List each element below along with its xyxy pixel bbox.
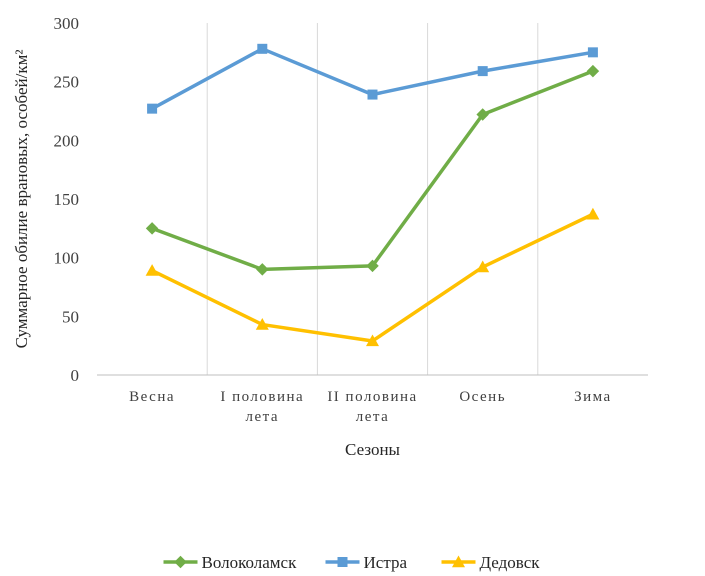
data-point [586,207,600,220]
legend-item: Волоколамск [163,553,298,572]
legend-item: Истра [325,553,408,572]
y-tick-label: 150 [54,190,80,209]
data-point [476,108,489,121]
series-group [145,43,600,347]
data-point [476,260,490,273]
data-point [147,103,158,114]
data-point [256,263,269,276]
data-point [337,557,348,567]
legend-item: Дедовск [441,553,541,572]
data-point [366,259,379,273]
series-triangle [145,207,600,347]
series-line [151,212,594,343]
x-tick-label: Зима [574,389,612,405]
data-point [255,318,269,330]
y-tick-label: 200 [54,131,80,150]
y-tick-label: 50 [62,307,79,326]
x-axis-title: Сезоны [345,440,401,459]
series-square [147,43,598,114]
x-axis-ticks: Весна I половина лета II половина лета Осень З… [129,389,612,425]
x-tick-label: I половина лета [220,389,304,425]
data-point [145,222,159,235]
data-point [366,334,379,347]
data-point [587,47,598,58]
x-tick-label: Весна [129,389,175,405]
legend-label: Волоколамск [202,553,298,572]
x-tick-label: Осень [459,389,506,405]
y-axis-ticks: 0 50 100 150 200 250 300 [54,14,80,385]
data-point [257,43,268,54]
data-point [586,64,600,78]
y-tick-label: 300 [54,14,80,33]
data-point [174,555,187,569]
x-tick-label: II половина лета [327,389,417,425]
series-line [151,47,594,111]
series-line [151,69,594,272]
y-axis-title: Суммарное обилие врановых, особей/км² [12,50,31,349]
legend: Волоколамск Истра Дедовск [163,553,541,572]
data-point [477,66,488,77]
y-tick-label: 0 [71,366,80,385]
legend-label: Истра [364,553,408,572]
data-point [367,89,378,100]
data-point [452,555,465,568]
data-point [145,264,159,276]
y-tick-label: 250 [54,73,80,92]
legend-label: Дедовск [480,553,541,572]
series-diamond [145,64,600,276]
y-tick-label: 100 [54,249,80,268]
